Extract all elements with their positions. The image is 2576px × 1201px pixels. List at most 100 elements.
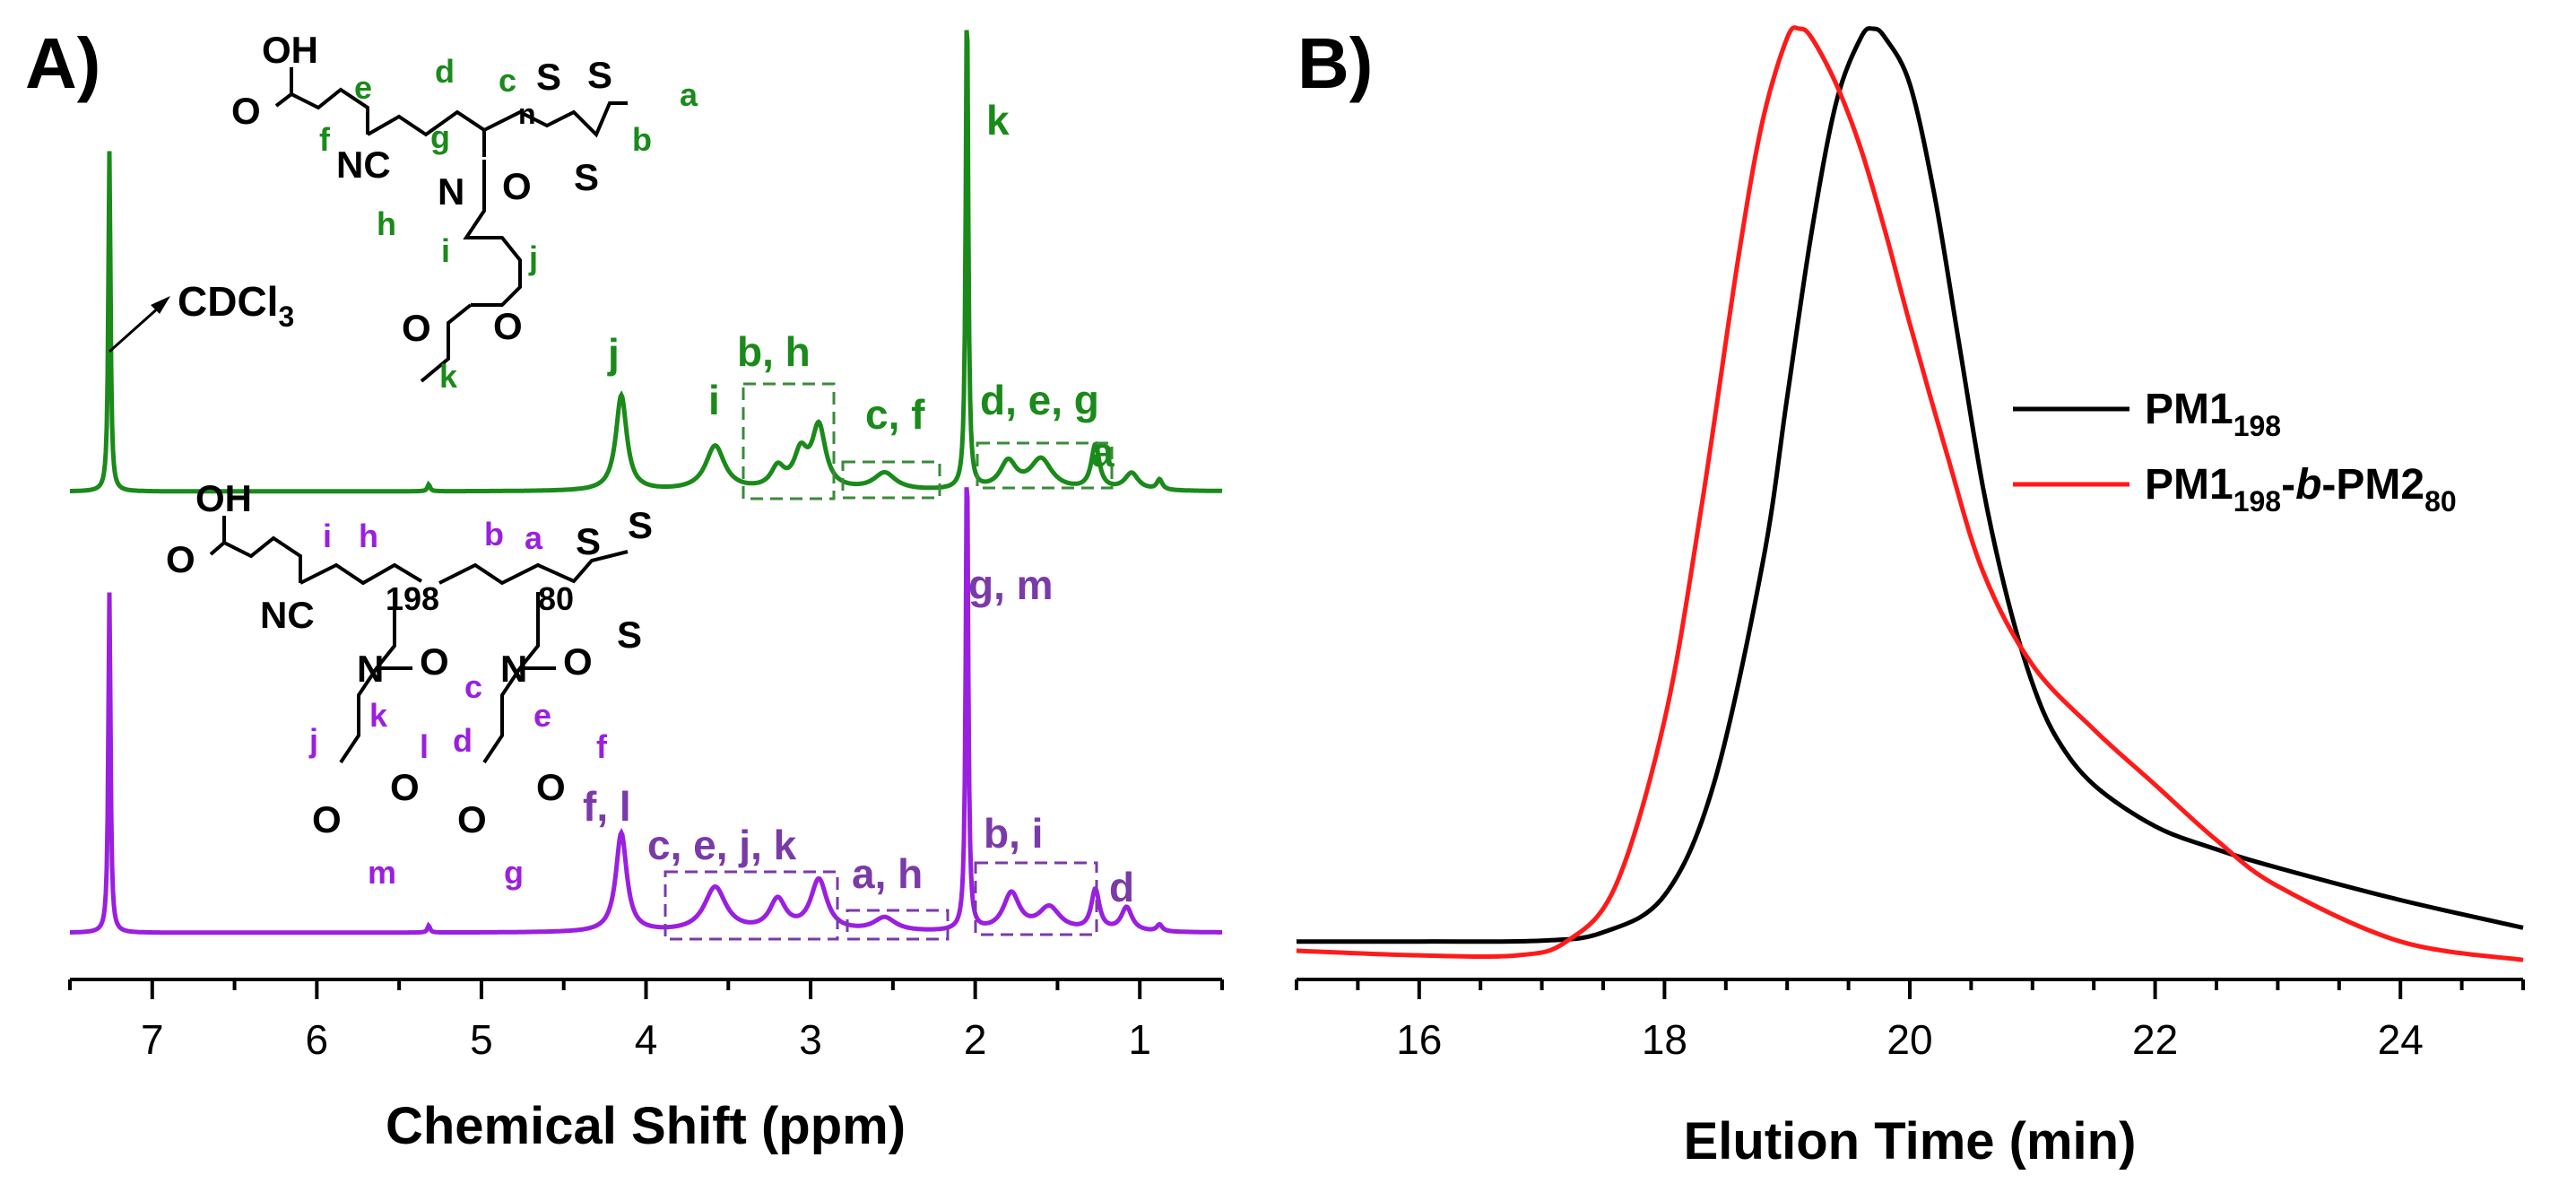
structure-top-d: d — [435, 53, 455, 90]
structure-top-j: j — [528, 239, 538, 276]
structure-top-amide-o: O — [502, 165, 532, 207]
structure-top-ctaa — [483, 101, 628, 138]
gpc-tick-label: 18 — [1642, 1016, 1687, 1063]
structure-top-h: h — [377, 205, 396, 242]
peak-label-top-5: d, e, g — [980, 377, 1099, 423]
gpc-series-pm1 — [1296, 26, 2524, 944]
structure-top-c: c — [499, 62, 516, 99]
peak-label-bottom-1: c, e, j, k — [647, 822, 797, 868]
peak-box-top-bh — [742, 382, 836, 500]
peak-boxes-top — [742, 382, 1114, 500]
gpc-x-axis-title: Elution Time (min) — [1684, 1112, 2137, 1171]
structure-bottom-j: j — [308, 722, 318, 759]
nmr-plot: 7 6 5 4 3 2 1 Chemical Shift (ppm) — [68, 30, 1224, 1155]
solvent-arrow — [108, 305, 160, 353]
gpc-tick-label: 20 — [1886, 1016, 1932, 1063]
structure-top-a: a — [680, 76, 698, 113]
solvent-label: CDCl3 — [178, 278, 294, 333]
nmr-tick-label: 6 — [306, 1016, 329, 1063]
structure-top-b: b — [632, 121, 652, 158]
peak-label-top-4: k — [986, 97, 1010, 144]
peak-boxes-bottom — [664, 861, 1098, 941]
nmr-x-axis-title: Chemical Shift (ppm) — [386, 1097, 906, 1155]
gpc-legend: PM1198 PM1198-b-PM280 — [2013, 386, 2457, 518]
structure-top-nitrogen: N — [438, 170, 464, 213]
structure-bottom-h: h — [359, 518, 378, 554]
legend-label-pm1: PM1198 — [2145, 386, 2281, 442]
nmr-ticks — [68, 979, 1224, 999]
structure-bottom-o5: O — [312, 798, 342, 840]
structure-bottom-e: e — [533, 697, 551, 734]
peak-labels-bottom: f, l c, e, j, k a, h g, m b, i d — [583, 561, 1134, 910]
structure-bottom-d: d — [453, 722, 473, 759]
structure-bottom-l: l — [420, 728, 429, 765]
peak-box-bottom-bi — [974, 861, 1098, 936]
structure-bottom-198: 198 — [386, 580, 439, 617]
gpc-tick-label: 16 — [1396, 1016, 1442, 1063]
structure-bottom-backbone2 — [438, 550, 629, 586]
peak-box-top-deg — [976, 441, 1114, 490]
structure-bottom-i: i — [323, 518, 332, 554]
gpc-tick-label: 24 — [2378, 1016, 2424, 1063]
structure-bottom-80: 80 — [538, 580, 574, 617]
nmr-spectrum-bottom — [70, 487, 1222, 936]
legend-label-block: PM1198-b-PM280 — [2145, 461, 2457, 518]
gpc-series-block — [1296, 25, 2524, 962]
structure-top-g: g — [430, 118, 450, 155]
gpc-ticks — [1295, 979, 2525, 999]
gpc-plot: 16 18 20 22 24 Elution Time (min) — [1295, 25, 2525, 1171]
peak-label-bottom-5: d — [1109, 864, 1134, 910]
structure-top-oh: OH — [262, 29, 318, 71]
peak-label-bottom-4: b, i — [984, 810, 1043, 857]
structure-top-s1: S — [536, 56, 561, 98]
structure-bottom-o2: O — [563, 640, 593, 683]
structure-bottom-b: b — [484, 516, 504, 553]
structure-bottom-s1: S — [576, 520, 601, 562]
structure-top-ester-o: O — [493, 305, 523, 347]
peak-label-top-1: i — [708, 377, 720, 423]
solvent-arrowhead — [151, 296, 170, 314]
structure-top-o: O — [231, 90, 261, 132]
structure-bottom-s3: S — [617, 614, 642, 656]
nmr-tick-label: 4 — [635, 1016, 658, 1063]
structure-bottom-f: f — [596, 728, 608, 765]
nmr-tick-labels: 7 6 5 4 3 2 1 — [141, 1016, 1151, 1063]
structure-top-n: n — [518, 98, 536, 130]
structure-top-backbone — [367, 109, 486, 157]
peak-label-top-2: b, h — [737, 328, 811, 375]
structure-bottom-o: O — [166, 538, 195, 580]
panel-a-label: A) — [25, 23, 100, 103]
gpc-tick-labels: 16 18 20 22 24 — [1396, 1016, 2424, 1063]
structure-bottom-sidechain2 — [482, 592, 556, 764]
peak-box-bottom-cejk — [664, 870, 839, 941]
structure-top-e: e — [354, 69, 372, 106]
structure-top — [274, 67, 628, 383]
structure-bottom-o1: O — [420, 640, 449, 683]
structure-top-carbonyl-o: O — [402, 307, 431, 349]
structure-bottom-a: a — [525, 519, 543, 556]
structure-top-i: i — [441, 232, 450, 269]
structure-top-chain — [274, 67, 369, 135]
peak-label-bottom-2: a, h — [852, 850, 923, 897]
structure-bottom-labels: OH O i h 198 b a 80 S S NC S N O N O j c… — [166, 477, 653, 891]
structure-bottom-m: m — [368, 854, 396, 891]
nmr-tick-label: 5 — [470, 1016, 493, 1063]
nmr-tick-label: 7 — [141, 1016, 164, 1063]
structure-bottom-o4: O — [536, 766, 566, 808]
structure-bottom — [209, 516, 629, 764]
peak-label-bottom-3: g, m — [968, 561, 1054, 608]
peak-labels-top: j i b, h c, f k d, e, g a — [607, 97, 1115, 475]
structure-bottom-sidechain1 — [339, 592, 412, 764]
structure-top-s2: S — [587, 54, 612, 96]
gpc-tick-label: 22 — [2132, 1016, 2178, 1063]
structure-bottom-backbone1 — [299, 562, 423, 586]
structure-bottom-oh: OH — [195, 477, 252, 519]
structure-top-s3: S — [574, 156, 599, 198]
structure-top-k: k — [439, 358, 458, 395]
panel-b-label: B) — [1297, 23, 1373, 103]
structure-top-f: f — [319, 121, 331, 158]
nmr-tick-label: 1 — [1128, 1016, 1151, 1063]
structure-bottom-n2: N — [500, 648, 527, 690]
peak-label-bottom-0: f, l — [583, 783, 631, 830]
structure-bottom-o6: O — [457, 798, 487, 840]
